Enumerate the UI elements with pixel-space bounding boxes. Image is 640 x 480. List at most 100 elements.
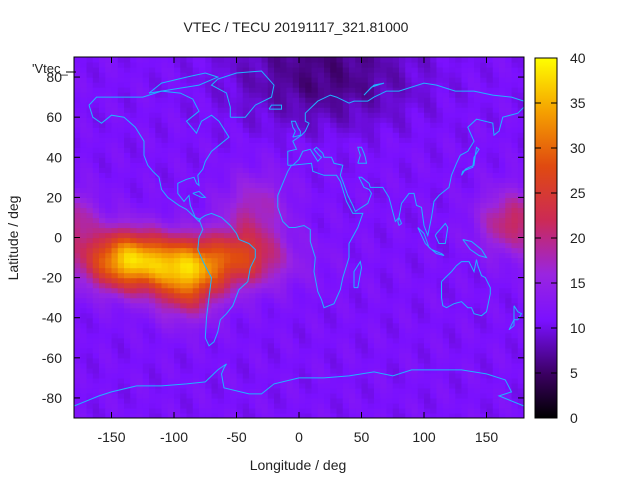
heat-cell [361, 147, 369, 153]
heat-cell [374, 297, 381, 304]
heat-cell [267, 162, 275, 168]
heat-cell [517, 157, 524, 163]
heat-cell [517, 262, 524, 269]
heat-cell [249, 352, 256, 359]
heat-cell [461, 357, 469, 364]
heat-cell [136, 97, 144, 103]
heat-cell [517, 282, 524, 289]
heat-cell [392, 137, 400, 143]
heat-cell [292, 117, 300, 123]
heat-cell [324, 322, 331, 329]
heat-cell [180, 322, 188, 329]
heat-cell [230, 372, 238, 379]
heat-cell [117, 87, 125, 93]
heat-cell [411, 262, 419, 269]
heat-cell [142, 352, 150, 359]
heat-cell [217, 287, 225, 294]
heat-cell [392, 197, 400, 203]
heat-cell [342, 367, 350, 374]
heat-cell [199, 187, 206, 193]
heat-cell [305, 82, 313, 88]
heat-cell [511, 412, 519, 418]
heat-cell [467, 297, 475, 304]
heat-cell [405, 287, 413, 294]
heat-cell [124, 87, 131, 93]
heat-cell [180, 387, 188, 394]
heat-cell [80, 137, 88, 143]
heat-cell [86, 287, 94, 294]
heat-cell [230, 117, 238, 123]
heat-cell [205, 172, 213, 178]
heat-cell [474, 267, 481, 274]
heat-cell [449, 72, 456, 78]
heat-cell [174, 257, 181, 264]
heat-cell [280, 182, 288, 188]
heat-cell [211, 292, 219, 299]
heat-cell [117, 342, 125, 349]
heat-cell [286, 342, 294, 349]
heat-cell [311, 227, 319, 234]
heat-cell [255, 322, 263, 329]
heat-cell [280, 362, 288, 369]
heat-cell [224, 412, 231, 418]
heat-cell [286, 322, 294, 329]
heat-cell [392, 192, 400, 198]
heat-cell [230, 247, 238, 254]
heat-cell [405, 102, 413, 108]
heat-cell [236, 412, 244, 418]
heat-cell [180, 337, 188, 344]
heat-cell [224, 77, 231, 83]
heat-cell [205, 182, 213, 188]
heat-cell [286, 142, 294, 148]
heat-cell [324, 212, 331, 219]
heat-cell [511, 167, 519, 173]
heat-cell [399, 297, 406, 304]
heat-cell [355, 142, 363, 148]
heat-cell [292, 102, 300, 108]
heat-cell [136, 107, 144, 113]
heat-cell [324, 342, 331, 349]
heat-cell [136, 77, 144, 83]
heat-cell [186, 162, 194, 168]
heat-cell [349, 117, 356, 123]
heat-cell [342, 97, 350, 103]
heat-cell [217, 347, 225, 354]
heat-cell [274, 322, 281, 329]
heat-cell [180, 367, 188, 374]
heat-cell [155, 152, 163, 158]
heat-cell [286, 117, 294, 123]
heat-cell [174, 352, 181, 359]
heat-cell [336, 252, 344, 259]
heat-cell [292, 362, 300, 369]
heat-cell [511, 92, 519, 98]
heat-cell [430, 387, 438, 394]
heat-cell [236, 267, 244, 274]
heat-cell [305, 112, 313, 118]
heat-cell [155, 177, 163, 183]
heat-cell [161, 112, 169, 118]
heat-cell [217, 392, 225, 399]
heat-cell [242, 232, 250, 239]
heat-cell [436, 92, 444, 98]
heat-cell [224, 142, 231, 148]
heat-cell [130, 92, 138, 98]
heat-cell [392, 72, 400, 78]
heat-cell [249, 277, 256, 284]
heat-cell [92, 97, 100, 103]
heat-cell [217, 402, 225, 409]
heat-cell [499, 182, 506, 188]
heat-cell [386, 262, 394, 269]
heat-cell [311, 72, 319, 78]
heat-cell [311, 157, 319, 163]
heat-cell [92, 197, 100, 203]
heat-cell [205, 272, 213, 279]
heat-cell [105, 262, 113, 269]
heat-cell [336, 207, 344, 214]
heat-cell [217, 182, 225, 188]
heat-cell [211, 282, 219, 289]
heat-cell [274, 387, 281, 394]
heat-cell [449, 77, 456, 83]
heat-cell [86, 157, 94, 163]
heat-cell [142, 392, 150, 399]
heat-cell [461, 257, 469, 264]
